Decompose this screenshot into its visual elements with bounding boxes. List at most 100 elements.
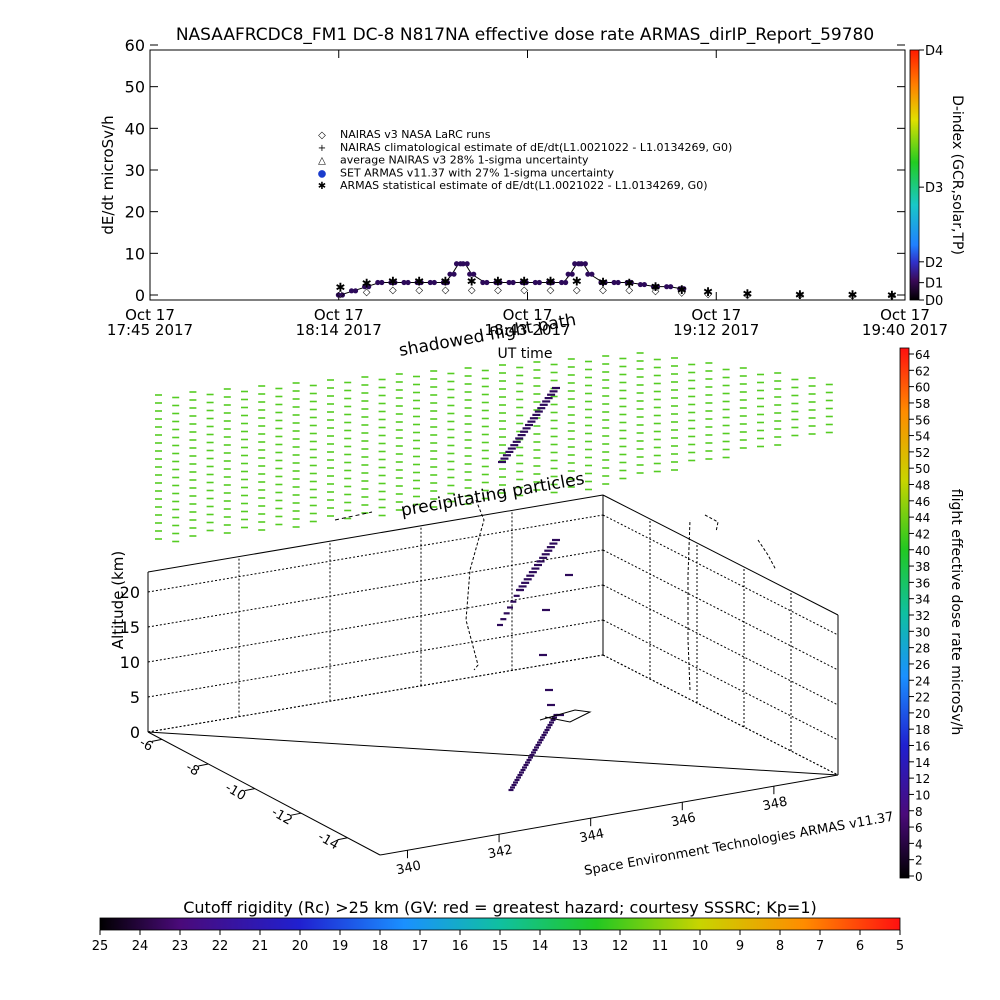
- d-index-colorbar: D0 D1 D2 D3 D4 D-index (GCR,solar,TP): [909, 44, 965, 309]
- armas-point: [497, 279, 503, 286]
- dose-rate-tick-label: 50: [915, 462, 930, 476]
- y-axis-tick: [244, 788, 255, 792]
- dose-rate-tick-label: 22: [915, 691, 930, 705]
- y-tick-label: 40: [125, 119, 145, 138]
- dose-rate-tick-label: 24: [915, 674, 930, 688]
- armas-estimate-point: ✱: [440, 274, 450, 288]
- nairas-point: ◇: [389, 285, 397, 296]
- armas-point: [572, 261, 578, 267]
- armas-estimate-point: ✱: [650, 280, 660, 294]
- dose-rate-colorbar-label: flight effective dose rate microSv/h: [948, 489, 964, 735]
- armas-point: [611, 279, 617, 286]
- cutoff-rigidity-tick-label: 15: [492, 939, 509, 954]
- y-tick-label: 0: [135, 286, 145, 305]
- d-index-label: D-index (GCR,solar,TP): [949, 95, 965, 255]
- dose-rate-tick-label: 38: [915, 560, 930, 574]
- grid-line: [602, 584, 839, 706]
- nairas-point: ◇: [415, 285, 423, 296]
- armas-estimate-point: ✱: [493, 274, 503, 288]
- x-axis-tick-label: 340: [395, 858, 422, 878]
- dose-rate-tick-label: 2: [915, 854, 923, 868]
- y-tick-label: 10: [125, 244, 145, 263]
- figure-title: NASAAFRCDC8_FM1 DC-8 N817NA effective do…: [176, 25, 874, 45]
- dose-rate-tick-label: 18: [915, 723, 930, 737]
- dose-rate-tick-label: 16: [915, 740, 930, 754]
- dose-rate-tick-label: 58: [915, 397, 930, 411]
- legend-entry: average NAIRAS v3 28% 1-sigma uncertaint…: [340, 154, 589, 167]
- armas-point: [532, 279, 538, 286]
- altitude-tick-label: 15: [120, 618, 140, 637]
- armas-point: [418, 279, 424, 286]
- armas-point: [352, 288, 359, 294]
- nairas-point: ◇: [704, 289, 712, 300]
- armas-estimate-point: ✱: [572, 274, 582, 288]
- armas-point: [431, 279, 437, 286]
- armas-estimate-point: ✱: [677, 283, 687, 297]
- dose-rate-tick-label: 44: [915, 511, 930, 525]
- armas-point: [414, 279, 420, 286]
- armas-estimate-point: ✱: [887, 289, 897, 303]
- armas-point: [335, 292, 341, 298]
- x-tick-label-time: 18:14 2017: [296, 321, 382, 339]
- d-index-tick-label: D4: [925, 44, 943, 59]
- armas-point: [523, 279, 529, 286]
- armas-estimate-point: ✱: [703, 285, 713, 299]
- armas-point: [598, 279, 604, 286]
- armas-point: [401, 279, 407, 286]
- x-axis-tick-label: 342: [487, 842, 514, 862]
- x-tick-label-date: Oct 17: [503, 306, 553, 324]
- armas-point: [467, 271, 473, 277]
- shadow-path: [757, 539, 777, 571]
- cutoff-rigidity-tick-label: 21: [252, 939, 269, 954]
- 3d-box-frame: 0 5 10 15 20: [120, 494, 839, 856]
- nairas-point: ◇: [547, 285, 555, 296]
- cutoff-rigidity-tick-label: 8: [776, 939, 784, 954]
- x-axis-tick-label: 348: [761, 794, 788, 814]
- y-axis-tick-label: -10: [222, 780, 248, 804]
- credit-text: Space Environment Technologies ARMAS v11…: [583, 810, 895, 879]
- y-tick-label: 30: [125, 161, 145, 180]
- grid-line: [602, 619, 839, 741]
- legend-symbol: △: [318, 156, 326, 167]
- armas-point: [451, 271, 457, 277]
- grid-line: [602, 514, 839, 636]
- armas-estimate-point: ✱: [847, 288, 857, 302]
- nairas-point: ◇: [652, 286, 660, 297]
- flight-path: [334, 386, 777, 792]
- armas-point: [536, 279, 542, 286]
- armas-estimate-point: ✱: [414, 274, 424, 288]
- armas-point: [637, 281, 643, 288]
- nairas-point: ◇: [520, 285, 528, 296]
- armas-estimate-point: ✱: [467, 274, 477, 288]
- armas-estimate-point: ✱: [545, 274, 555, 288]
- dose-rate-tick-label: 10: [915, 788, 930, 802]
- armas-point: [471, 271, 477, 277]
- x-axis-tick-label: 346: [670, 810, 697, 830]
- armas-point: [447, 271, 453, 277]
- armas-point: [493, 279, 499, 286]
- armas-estimate-point: ✱: [598, 276, 608, 290]
- armas-estimate-point: ✱: [519, 274, 529, 288]
- legend-entry: NAIRAS climatological estimate of dE/dt(…: [340, 141, 732, 154]
- nairas-point: ◇: [849, 291, 857, 302]
- nairas-point: ◇: [888, 291, 896, 302]
- dose-rate-tick-label: 46: [915, 495, 930, 509]
- armas-point: [405, 279, 411, 286]
- precipitating-particles-field: [155, 352, 833, 543]
- altitude-tick-label: 20: [120, 583, 140, 602]
- dose-rate-tick-label: 14: [915, 756, 930, 770]
- cutoff-rigidity-colorbar-fill: [99, 917, 901, 931]
- d-index-tick-label: D0: [925, 294, 943, 309]
- x-tick-label-date: Oct 17: [125, 306, 175, 324]
- cutoff-rigidity-tick-label: 9: [736, 939, 744, 954]
- shadow-path: [704, 514, 719, 533]
- top-y-axis-label: dE/dt microSv/h: [99, 115, 117, 234]
- grid-line: [147, 654, 604, 733]
- armas-estimate-point: ✱: [362, 277, 372, 291]
- top-legend: ◇ NAIRAS v3 NASA LaRC runs + NAIRAS climato…: [318, 128, 733, 192]
- legend-symbol: ✱: [318, 181, 326, 192]
- altitude-tick-label: 0: [130, 723, 140, 742]
- cutoff-rigidity-tick-label: 22: [212, 939, 229, 954]
